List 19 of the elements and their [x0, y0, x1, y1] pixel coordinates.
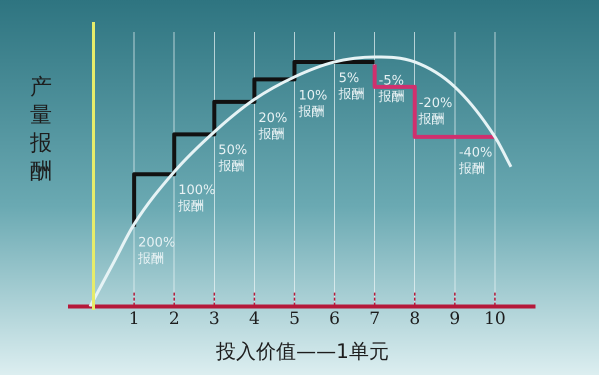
x-tick-label: 1 — [128, 309, 140, 330]
annotation: -5% 报酬 — [378, 73, 405, 104]
annotation: 5% 报酬 — [338, 70, 365, 102]
y-axis-title: 产量报酬 — [29, 74, 53, 186]
annotation: -40% 报酬 — [458, 146, 492, 177]
annotation: 20% 报酬 — [257, 110, 288, 142]
x-tick-label: 8 — [409, 309, 420, 330]
annotation: 10% 报酬 — [297, 88, 328, 120]
annotation: 50% 报酬 — [217, 143, 248, 174]
x-tick-label: 7 — [369, 309, 380, 330]
x-axis-title: 投入价值——1单元 — [215, 339, 389, 364]
x-tick-label: 6 — [329, 309, 340, 330]
x-tick-label: 9 — [449, 309, 460, 330]
x-tick-label: 3 — [208, 309, 220, 330]
x-tick-label: 10 — [484, 309, 506, 330]
x-tick-label: 4 — [248, 309, 260, 330]
x-tick-label: 2 — [168, 309, 180, 330]
annotation: -20% 报酬 — [418, 96, 452, 127]
x-tick-label: 5 — [289, 309, 300, 330]
